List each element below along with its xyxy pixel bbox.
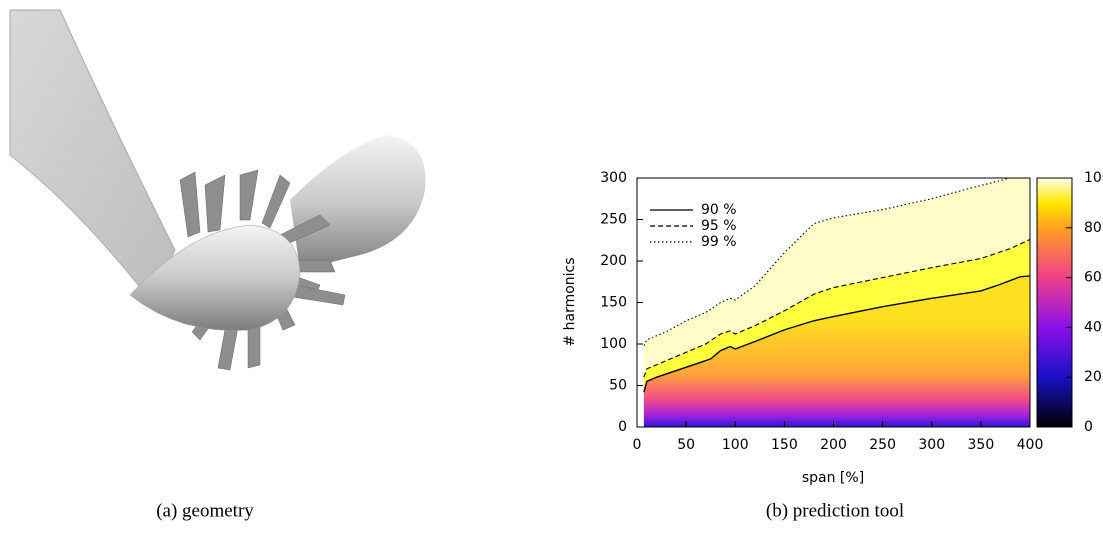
y-axis-label: # harmonics	[562, 257, 578, 346]
plot-area	[643, 178, 1030, 427]
colorbar-tick-label: 0	[1084, 419, 1093, 435]
y-tick-label: 300	[600, 170, 627, 186]
line	[643, 275, 1030, 393]
colorbar-tick-label: 20	[1084, 369, 1102, 385]
x-tick-label: 100	[722, 437, 749, 453]
x-tick-label: 150	[771, 437, 798, 453]
x-tick-label: 0	[633, 437, 642, 453]
colorbar	[1036, 177, 1073, 428]
x-tick-label: 300	[918, 437, 945, 453]
colorbar-tick-label: 100	[1084, 170, 1103, 186]
y-tick-label: 100	[600, 336, 627, 352]
x-tick-label: 400	[1017, 437, 1044, 453]
y-tick-label: 150	[600, 295, 627, 311]
legend-label: 95 %	[701, 218, 737, 234]
heat-fill	[643, 275, 1030, 427]
line	[643, 238, 1030, 378]
y-tick-label: 50	[609, 378, 627, 394]
line	[643, 178, 1011, 346]
legend-label: 99 %	[701, 234, 737, 250]
geometry-render	[9, 9, 426, 371]
colorbar-tick-label: 60	[1084, 270, 1102, 286]
x-tick-label: 50	[677, 437, 695, 453]
y-tick-label: 200	[600, 253, 627, 269]
caption: (b) prediction tool	[766, 500, 904, 521]
x-axis-label: span [%]	[802, 470, 864, 486]
colorbar-tick-label: 40	[1084, 319, 1102, 335]
caption: (a) geometry	[156, 500, 254, 521]
y-tick-label: 250	[600, 212, 627, 228]
x-tick-label: 200	[820, 437, 847, 453]
y-tick-label: 0	[618, 419, 627, 435]
x-tick-label: 250	[869, 437, 896, 453]
colorbar-tick-label: 80	[1084, 220, 1102, 236]
x-tick-label: 350	[968, 437, 995, 453]
legend-label: 90 %	[701, 202, 737, 218]
